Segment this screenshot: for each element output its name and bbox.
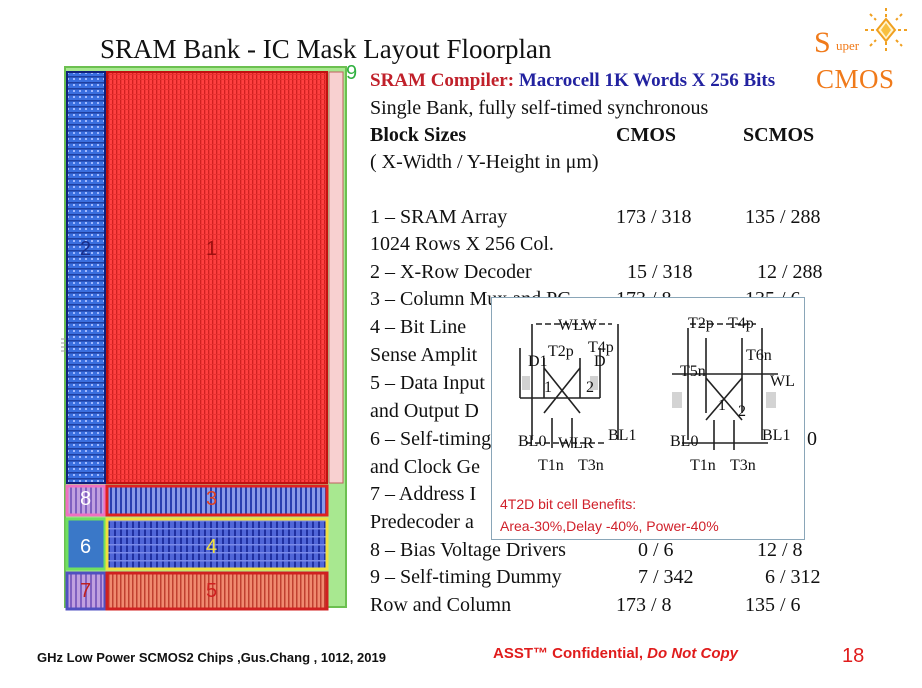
- block-6-label: 6: [80, 536, 92, 558]
- table-row-cmos: 173 / 8: [616, 594, 672, 616]
- compiler-line: SRAM Compiler: Macrocell 1K Words X 256 …: [370, 70, 775, 92]
- right-bl0-label: BL0: [670, 433, 698, 450]
- left-t3n-label: T3n: [578, 457, 604, 474]
- table-row-name: and Output D: [370, 400, 479, 422]
- right-t4p-label: T4p: [728, 315, 754, 332]
- table-row-name: Sense Amplit: [370, 344, 478, 366]
- left-d1-label: D1: [528, 353, 548, 370]
- table-row-scmos: 135 / 288: [745, 206, 821, 228]
- table-row-name: 4 – Bit Line: [370, 316, 467, 338]
- left-t2p-label: T2p: [548, 343, 574, 360]
- no-copy-label: Do Not Copy: [647, 645, 738, 662]
- table-row-name: 5 – Data Input: [370, 372, 485, 394]
- table-row-cmos: 15 / 318: [627, 261, 693, 283]
- block-3-label: 3: [206, 488, 218, 510]
- right-t2p-label: T2p: [688, 315, 714, 332]
- right-t3n-label: T3n: [730, 457, 756, 474]
- table-row-scmos: 6 / 312: [765, 566, 821, 588]
- compiler-subtitle: Single Bank, fully self-timed synchronou…: [370, 97, 709, 119]
- left-bl0-label: BL0: [518, 433, 546, 450]
- block-5-label: 5: [206, 580, 218, 602]
- table-row-scmos: 12 / 8: [757, 539, 803, 561]
- right-t1n-label: T1n: [690, 457, 716, 474]
- table-row-name: 1024 Rows X 256 Col.: [370, 233, 554, 255]
- table-row-name: 1 – SRAM Array: [370, 206, 508, 228]
- left-d2-label: D: [594, 353, 606, 370]
- right-t6n-label: T6n: [746, 347, 772, 364]
- logo-cmos: CMOS: [816, 64, 895, 94]
- sun-diamond-icon: [865, 8, 908, 51]
- page-title: SRAM Bank - IC Mask Layout Floorplan: [100, 34, 552, 64]
- table-row-cmos: 7 / 342: [638, 566, 694, 588]
- table-row-name: 7 – Address I: [370, 483, 477, 505]
- bitcell-callout: WLW T2p T4p D1 D 1 2 BL0 WLR BL1 T1n T3n…: [491, 297, 805, 540]
- table-row-name: 8 – Bias Voltage Drivers: [370, 539, 566, 561]
- table-row-name: Predecoder a: [370, 511, 474, 533]
- floorplan-layout: 2 1 8 3 6 4 7 5: [60, 64, 350, 619]
- compiler-label: SRAM Compiler:: [370, 70, 515, 91]
- bitcell-schematic: WLW T2p T4p D1 D 1 2 BL0 WLR BL1 T1n T3n…: [518, 315, 795, 474]
- floorplan-graphic: [61, 66, 347, 611]
- table-row-cmos: 0 / 6: [638, 539, 674, 561]
- left-t4p-label: T4p: [588, 339, 614, 356]
- table-row-name: 2 – X-Row Decoder: [370, 261, 532, 283]
- table-row-name: and Clock Ge: [370, 456, 480, 478]
- right-node1-label: 1: [718, 397, 726, 414]
- table-row-cmos: 173 / 318: [616, 206, 692, 228]
- table-row-name: 9 – Self-timing Dummy: [370, 566, 562, 588]
- table-row-scmos: 0: [807, 428, 817, 450]
- footer-confidential: ASST™ Confidential, Do Not Copy: [493, 645, 738, 662]
- scmos-header: SCMOS: [743, 124, 815, 146]
- block-sizes-header: Block Sizes: [370, 124, 467, 146]
- block-1-label: 1: [206, 238, 218, 260]
- left-node2-label: 2: [586, 379, 594, 396]
- benefits-values: Area-30%,Delay -40%, Power-40%: [500, 518, 719, 534]
- footer-author: GHz Low Power SCMOS2 Chips ,Gus.Chang , …: [37, 650, 386, 665]
- left-wlw-label: WLW: [558, 317, 598, 334]
- right-wl-label: WL: [770, 373, 795, 390]
- right-node2-label: 2: [738, 403, 746, 420]
- block-4-label: 4: [206, 536, 218, 558]
- left-t1n-label: T1n: [538, 457, 564, 474]
- right-t5n-label: T5n: [680, 363, 706, 380]
- block-2-label: 2: [80, 238, 92, 260]
- logo-uper: uper: [836, 38, 860, 53]
- units-note: ( X-Width / Y-Height in μm): [370, 151, 599, 173]
- confidential-label: ASST™ Confidential,: [493, 645, 643, 662]
- block-9-label: 9: [346, 62, 358, 84]
- right-bl1-label: BL1: [762, 427, 790, 444]
- left-bl1-label: BL1: [608, 427, 636, 444]
- table-row-name: Row and Column: [370, 594, 512, 616]
- compiler-desc: Macrocell 1K Words X 256 Bits: [518, 70, 776, 91]
- page-number: 18: [842, 645, 865, 667]
- table-row-scmos: 135 / 6: [745, 594, 801, 616]
- block-8-label: 8: [80, 488, 92, 510]
- table-row-name: 6 – Self-timing: [370, 428, 492, 450]
- left-node1-label: 1: [544, 379, 552, 396]
- left-wlr-label: WLR: [558, 435, 594, 452]
- block-7-label: 7: [80, 580, 92, 602]
- cmos-header: CMOS: [616, 124, 676, 146]
- benefits-title: 4T2D bit cell Benefits:: [500, 496, 637, 512]
- logo-s: S: [814, 26, 831, 59]
- table-row-scmos: 12 / 288: [757, 261, 823, 283]
